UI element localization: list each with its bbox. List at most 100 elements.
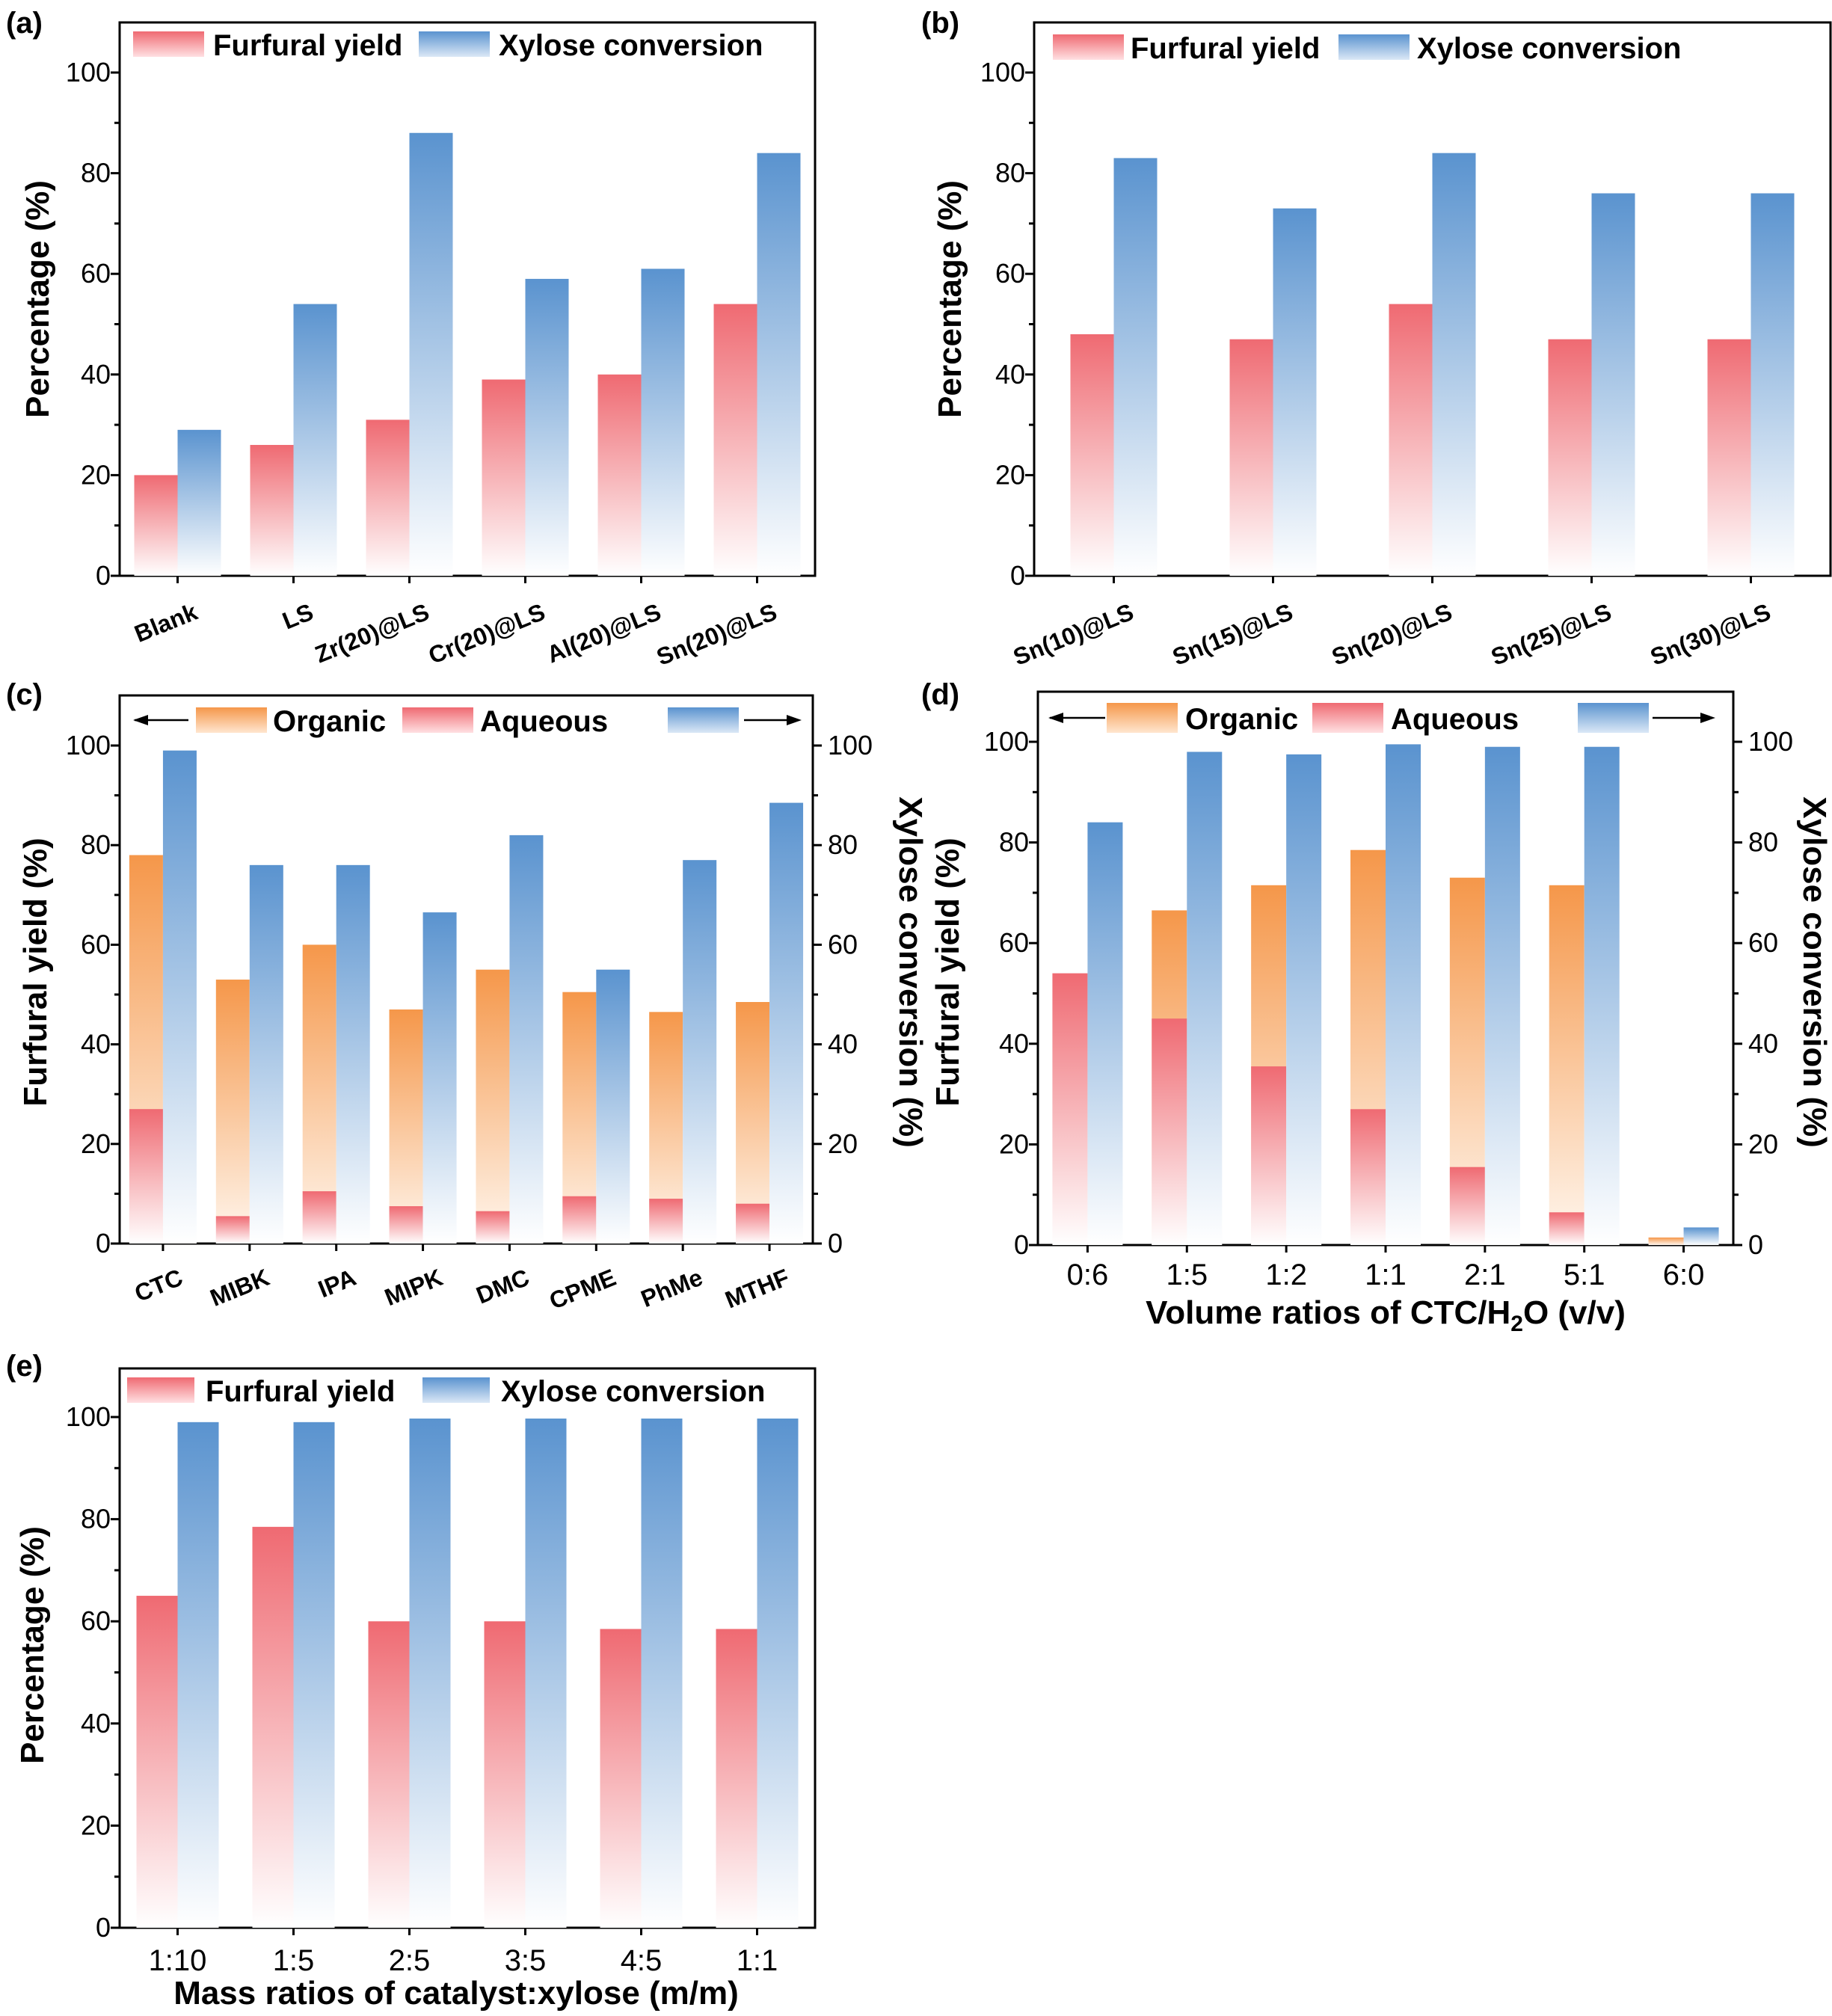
panel-d-y2-tick-label: 100: [1748, 726, 1793, 757]
panel-b-bar-xylose: [1750, 193, 1795, 576]
panel-c: (c) Organic Aqueous Furfural yield (%) X…: [6, 678, 929, 1315]
panel-e-x-axis-title: Mass ratios of catalyst:xylose (m/m): [173, 1975, 739, 2012]
panel-d-category-label: 1:5: [1166, 1259, 1208, 1291]
panel-e-bar-xylose: [293, 1422, 335, 1928]
panel-a-bar-furfural: [134, 475, 178, 576]
panel-d-bar-organic: [1549, 885, 1584, 1245]
panel-d-y-axis-title: Furfural yield (%): [929, 838, 966, 1106]
panel-b-y-axis-title: Percentage (%): [932, 180, 968, 418]
panel-c-category-label: MIBK: [206, 1264, 273, 1312]
panel-e-bar-furfural: [136, 1596, 178, 1928]
panel-e-y-tick-label: 20: [81, 1810, 111, 1840]
panel-b-y-tick-label: 80: [995, 158, 1025, 188]
panel-a-legend-xylose: Xylose conversion: [499, 29, 763, 62]
panel-c-category-label: IPA: [314, 1264, 360, 1303]
panel-c-left-arrowhead: [133, 715, 148, 725]
panel-c-bar-xylose: [162, 750, 197, 1244]
panel-c-y-tick-label: 80: [81, 829, 111, 860]
panel-a-y-tick-label: 100: [66, 57, 111, 87]
panel-e-bar-furfural: [252, 1526, 294, 1928]
panel-e-bar-furfural: [368, 1621, 410, 1928]
panel-b-legend-furfural: Furfural yield: [1131, 32, 1320, 65]
panel-b-bar-xylose: [1113, 158, 1158, 576]
panel-b-y-tick-label: 60: [995, 258, 1025, 289]
panel-b-category-label: Sn(20)@LS: [1328, 598, 1456, 671]
panel-d-legend-aqueous: Aqueous: [1391, 703, 1519, 736]
panel-b-bar-furfural: [1707, 339, 1751, 576]
panel-b-legend-swatch-furfural: [1053, 34, 1124, 60]
panel-c-bar-aqueous: [129, 1109, 163, 1244]
panel-c-bar-xylose: [769, 802, 804, 1244]
panel-c-legend-organic: Organic: [273, 705, 386, 738]
panel-c-category-label: CPME: [546, 1264, 620, 1315]
panel-d-y-tick-label: 100: [984, 726, 1029, 757]
panel-a-category-label: Cr(20)@LS: [425, 598, 549, 669]
panel-b-bar-xylose: [1273, 208, 1317, 576]
panel-c-bar-xylose: [509, 835, 544, 1244]
panel-e-bar-xylose: [525, 1419, 567, 1928]
panel-d-bar-organic: [1648, 1237, 1684, 1245]
panel-e-bar-xylose: [757, 1419, 799, 1928]
panel-a-letter: (a): [6, 7, 43, 40]
panel-e-category-label: 1:5: [273, 1944, 315, 1977]
panel-d-category-label: 0:6: [1067, 1259, 1109, 1291]
panel-c-y2-tick-label: 60: [828, 929, 858, 959]
panel-a-frame: [118, 21, 817, 577]
panel-d-bar-xylose: [1683, 1227, 1719, 1245]
panel-e-y-tick-label: 40: [81, 1708, 111, 1739]
panel-a-y-tick-label: 60: [81, 258, 111, 289]
panel-d-bar-aqueous: [1152, 1018, 1187, 1245]
panel-a-bar-furfural: [713, 304, 757, 576]
panel-d-letter: (d): [921, 678, 959, 711]
panel-a-y-tick-label: 0: [96, 560, 111, 591]
panel-a-y-tick-label: 40: [81, 359, 111, 390]
panel-e-category-label: 3:5: [505, 1944, 547, 1977]
panel-d-bar-aqueous: [1549, 1212, 1584, 1245]
panel-d-x-axis-title: Volume ratios of CTC/H2O (v/v): [1146, 1294, 1626, 1336]
panel-b-legend-xylose: Xylose conversion: [1417, 32, 1681, 65]
panel-d-bar-aqueous: [1449, 1167, 1485, 1245]
panel-a-bar-xylose: [409, 132, 453, 576]
panel-a-category-label: Al(20)@LS: [543, 598, 665, 669]
panel-d-bar-aqueous: [1052, 973, 1088, 1245]
panel-e-bar-xylose: [177, 1422, 219, 1928]
panel-b-y-tick-label: 40: [995, 359, 1025, 390]
panel-c-y2-tick-label: 40: [828, 1029, 858, 1060]
panel-c-bar-aqueous: [649, 1199, 683, 1244]
panel-d-left-arrowhead: [1048, 713, 1063, 723]
panel-b-category-label: Sn(15)@LS: [1169, 598, 1297, 671]
panel-b-category-label: Sn(10)@LS: [1009, 598, 1137, 671]
panel-e-y-tick-label: 80: [81, 1504, 111, 1534]
panel-d-bar-aqueous: [1350, 1109, 1386, 1245]
panel-c-bar-aqueous: [302, 1191, 336, 1244]
panel-d-x-axis-title-sub: 2: [1510, 1312, 1523, 1336]
panel-d-category-label: 1:1: [1365, 1259, 1407, 1291]
panel-c-y2-tick-label: 100: [828, 730, 873, 760]
panel-e-bar-furfural: [716, 1629, 757, 1928]
panel-a-bar-furfural: [597, 374, 642, 576]
panel-a-bar-xylose: [293, 304, 337, 576]
panel-d-bar-xylose: [1286, 754, 1322, 1245]
panel-e-category-label: 4:5: [621, 1944, 663, 1977]
panel-c-y-tick-label: 60: [81, 929, 111, 959]
panel-d-y2-tick-label: 0: [1748, 1229, 1763, 1260]
panel-a-bar-furfural: [366, 420, 410, 576]
panel-d-legend-organic: Organic: [1185, 703, 1298, 736]
panel-c-legend-aqueous: Aqueous: [480, 705, 608, 738]
panel-c-bar-aqueous: [736, 1203, 770, 1244]
panel-a-bar-furfural: [482, 379, 526, 576]
panel-a-category-label: Sn(20)@LS: [653, 598, 781, 671]
panel-d-category-label: 1:2: [1265, 1259, 1307, 1291]
panel-d-y-tick-label: 0: [1014, 1229, 1029, 1260]
panel-c-y-axis-title: Furfural yield (%): [17, 838, 54, 1106]
panel-a-category-label: LS: [279, 598, 317, 635]
panel-b-bar-furfural: [1389, 304, 1433, 576]
panel-e-y-tick-label: 0: [96, 1912, 111, 1943]
panel-d-y-tick-label: 60: [999, 927, 1029, 958]
panel-d-y2-tick-label: 60: [1748, 927, 1778, 958]
panel-d-legend-swatch-xylose: [1578, 703, 1649, 733]
panel-e-y-tick-label: 60: [81, 1605, 111, 1636]
panel-c-bar-aqueous: [562, 1196, 597, 1244]
panel-d-y2-tick-label: 80: [1748, 827, 1778, 858]
panel-d-bar-xylose: [1386, 744, 1421, 1245]
